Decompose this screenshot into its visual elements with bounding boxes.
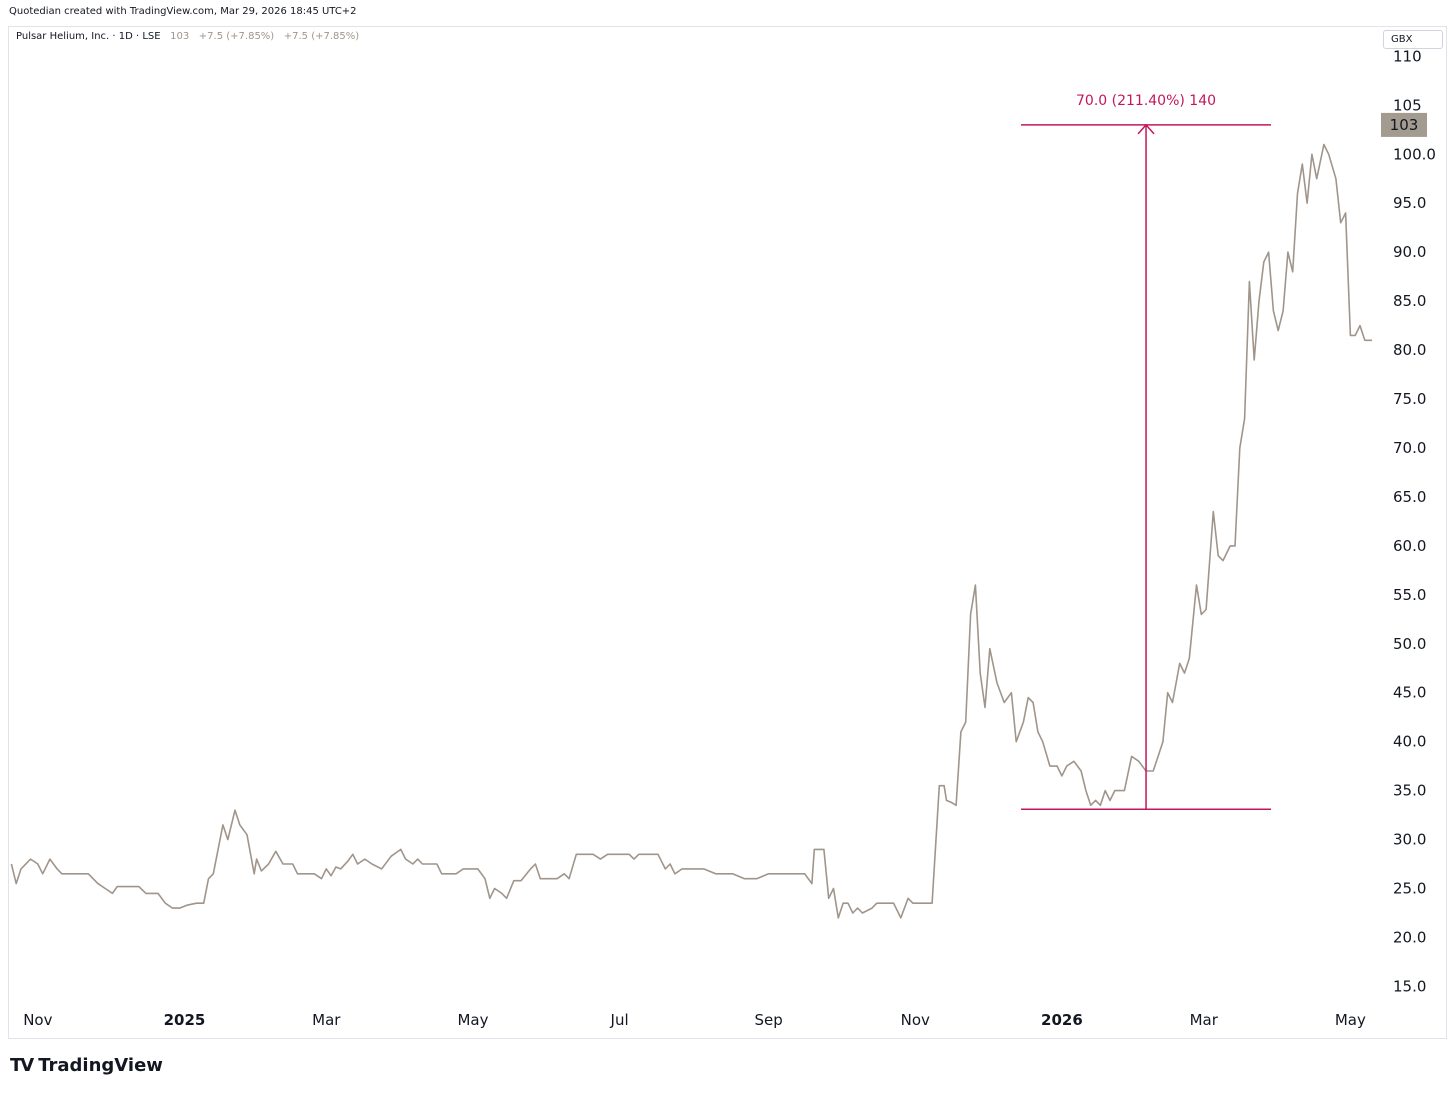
y-tick-label: 75.0: [1393, 390, 1426, 408]
y-tick-label: 25.0: [1393, 880, 1426, 898]
y-tick-label: 15.0: [1393, 977, 1426, 995]
measure-label: 70.0 (211.40%) 140: [1076, 93, 1216, 109]
measure-arrow-icon: [1137, 123, 1155, 135]
tradingview-brand[interactable]: TV TradingView: [10, 1055, 163, 1076]
brand-name: TradingView: [38, 1055, 163, 1076]
created-note: Quotedian created with TradingView.com, …: [9, 6, 357, 17]
price-series: [10, 143, 1372, 919]
y-tick-label: 105: [1393, 96, 1422, 114]
y-tick-label: 45.0: [1393, 684, 1426, 702]
price-line: [10, 143, 1372, 919]
measure-tool[interactable]: 70.0 (211.40%) 140: [1021, 93, 1272, 810]
y-tick-label: 70.0: [1393, 439, 1426, 457]
symbol-name: Pulsar Helium, Inc. · 1D · LSE: [16, 31, 161, 42]
y-tick-label: 20.0: [1393, 928, 1426, 946]
currency-button[interactable]: GBX: [1383, 30, 1443, 49]
x-tick-label: May: [457, 1011, 488, 1029]
y-axis: 15.0 20.0 25.0 30.0 35.0 40.0 45.0 50.0 55.0 60.0…: [1393, 47, 1436, 995]
last-price-label: 103: [1390, 116, 1419, 134]
last-value: 103: [170, 31, 190, 42]
y-tick-label: 60.0: [1393, 537, 1426, 555]
y-tick-label: 100.0: [1393, 145, 1436, 163]
change-percent: +7.5 (+7.85%): [283, 31, 360, 42]
y-tick-label: 110: [1393, 47, 1422, 65]
x-tick-label: Nov: [901, 1011, 930, 1029]
y-tick-label: 80.0: [1393, 341, 1426, 359]
x-tick-label: Nov: [23, 1011, 52, 1029]
y-tick-label: 65.0: [1393, 488, 1426, 506]
x-tick-label: Mar: [312, 1011, 341, 1029]
y-tick-label: 55.0: [1393, 586, 1426, 604]
y-tick-label: 95.0: [1393, 194, 1426, 212]
tradingview-logo-icon: TV: [10, 1055, 34, 1076]
x-tick-label: Jul: [610, 1011, 629, 1029]
y-tick-label: 35.0: [1393, 782, 1426, 800]
x-tick-label: 2025: [164, 1011, 206, 1029]
y-tick-label: 90.0: [1393, 243, 1426, 261]
change-value: +7.5 (+7.85%): [198, 31, 275, 42]
symbol-legend: Pulsar Helium, Inc. · 1D · LSE 103 +7.5 …: [16, 31, 359, 42]
y-tick-label: 85.0: [1393, 292, 1426, 310]
last-price-tag: 103: [1381, 112, 1427, 137]
x-tick-label: Sep: [754, 1011, 782, 1029]
x-tick-label: Mar: [1190, 1011, 1219, 1029]
chart-frame: [8, 26, 1447, 1039]
y-tick-label: 30.0: [1393, 831, 1426, 849]
y-tick-label: 50.0: [1393, 635, 1426, 653]
y-tick-label: 40.0: [1393, 733, 1426, 751]
x-tick-label: May: [1335, 1011, 1366, 1029]
last-price-box: [1381, 112, 1427, 137]
x-axis: Nov 2025 Mar May Jul Sep Nov 2026 Mar May: [23, 1011, 1366, 1029]
x-tick-label: 2026: [1041, 1011, 1083, 1029]
